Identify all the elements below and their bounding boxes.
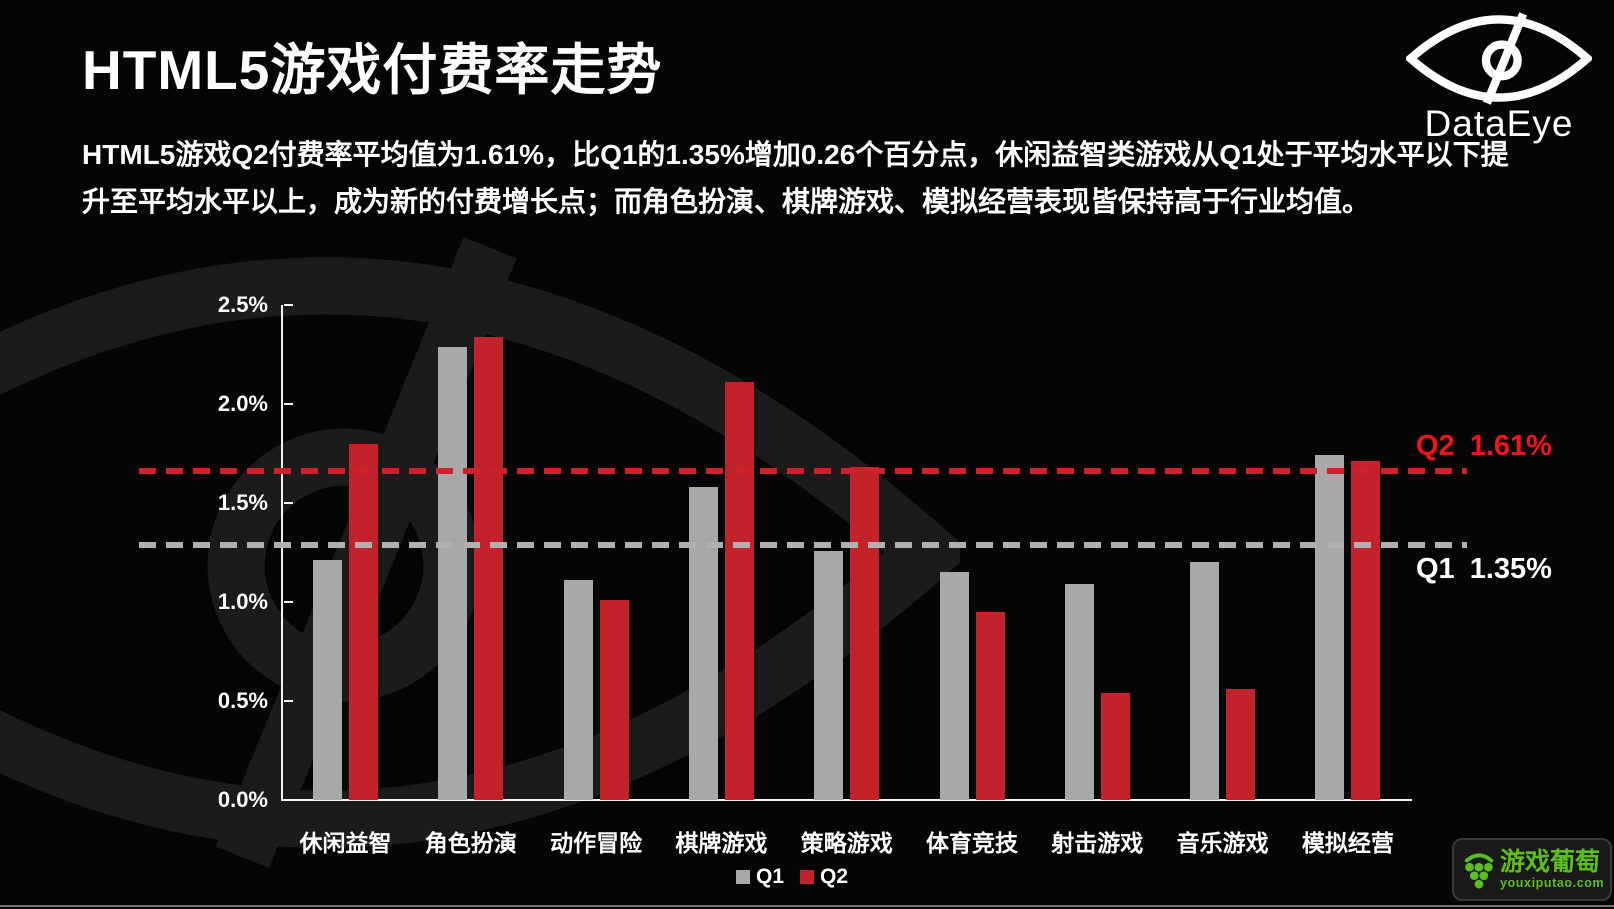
refline-q2: [139, 468, 1467, 475]
refline-q2-series: Q2: [1416, 430, 1455, 463]
x-label-休闲益智: 休闲益智: [299, 830, 392, 856]
legend-label-q1: Q1: [756, 865, 785, 888]
dataeye-logo: DataEye: [1406, 12, 1592, 145]
bar-q1-角色扮演: [438, 346, 468, 800]
refline-q1-series: Q1: [1416, 552, 1455, 585]
bar-q2-动作冒险: [599, 600, 629, 800]
y-tick-label-0.0%: 0.0%: [217, 787, 268, 812]
x-label-棋牌游戏: 棋牌游戏: [675, 830, 768, 856]
y-tick-mark-1.5%: [284, 502, 293, 504]
x-label-模拟经营: 模拟经营: [1301, 830, 1394, 856]
bar-q2-模拟经营: [1351, 461, 1381, 800]
x-label-角色扮演: 角色扮演: [424, 830, 517, 856]
y-tick-label-2.0%: 2.0%: [217, 391, 268, 416]
bar-q1-动作冒险: [563, 580, 593, 800]
grape-icon: [1464, 852, 1494, 889]
dataeye-eye-icon: [1406, 12, 1592, 105]
y-tick-mark-2.5%: [284, 304, 293, 306]
bar-q1-体育竞技: [939, 572, 969, 800]
bar-q1-模拟经营: [1315, 455, 1345, 800]
x-axis-line: [281, 799, 1412, 801]
x-label-射击游戏: 射击游戏: [1051, 830, 1144, 856]
summary-text: HTML5游戏Q2付费率平均值为1.61%，比Q1的1.35%增加0.26个百分…: [82, 131, 1509, 225]
y-tick-mark-0.5%: [284, 700, 293, 702]
y-tick-mark-1.0%: [284, 601, 293, 603]
bar-q1-休闲益智: [313, 560, 342, 800]
bottom-divider: [0, 905, 1614, 907]
y-tick-label-2.5%: 2.5%: [217, 292, 268, 317]
bar-q1-棋牌游戏: [688, 487, 718, 800]
bar-q2-策略游戏: [850, 467, 880, 800]
refline-label-q1: Q1 1.35%: [1416, 554, 1552, 584]
bar-q2-音乐游戏: [1226, 689, 1256, 800]
bar-q1-射击游戏: [1064, 584, 1094, 800]
chart-legend: Q1 Q2: [736, 865, 849, 888]
dataeye-wordmark: DataEye: [1424, 103, 1574, 144]
legend-label-q2: Q2: [820, 865, 849, 888]
youxiputao-text: 游戏葡萄 youxiputao.com: [1500, 848, 1605, 891]
bar-q2-射击游戏: [1100, 693, 1130, 800]
y-tick-label-0.5%: 0.5%: [217, 688, 268, 713]
x-label-体育竞技: 体育竞技: [926, 830, 1018, 856]
x-label-动作冒险: 动作冒险: [550, 830, 643, 856]
y-tick-label-1.0%: 1.0%: [217, 589, 268, 614]
bar-q2-休闲益智: [349, 443, 378, 800]
y-tick-label-1.5%: 1.5%: [217, 490, 268, 515]
youxiputao-domain: youxiputao.com: [1500, 876, 1605, 890]
bar-q2-棋牌游戏: [724, 382, 754, 800]
youxiputao-logo: 游戏葡萄 youxiputao.com: [1452, 838, 1612, 901]
refline-label-q2: Q2 1.61%: [1416, 431, 1552, 461]
bar-q1-音乐游戏: [1190, 562, 1220, 800]
summary-line-1: HTML5游戏Q2付费率平均值为1.61%，比Q1的1.35%增加0.26个百分…: [82, 139, 1509, 170]
bar-q2-角色扮演: [474, 336, 504, 800]
youxiputao-name: 游戏葡萄: [1500, 848, 1601, 876]
x-label-音乐游戏: 音乐游戏: [1176, 830, 1269, 856]
x-label-策略游戏: 策略游戏: [800, 830, 893, 856]
legend-swatch-q2: [800, 870, 815, 884]
y-tick-mark-2.0%: [284, 403, 293, 405]
legend-swatch-q1: [736, 870, 750, 884]
summary-line-2: 升至平均水平以上，成为新的付费增长点；而角色扮演、棋牌游戏、模拟经营表现皆保持高…: [82, 186, 1371, 217]
refline-q1-value: 1.35%: [1469, 552, 1552, 585]
refline-q2-value: 1.61%: [1469, 430, 1552, 463]
refline-q1: [139, 541, 1467, 548]
bar-q1-策略游戏: [814, 550, 844, 800]
bar-q2-体育竞技: [975, 611, 1005, 800]
y-axis-line: [281, 305, 283, 801]
page-title: HTML5游戏付费率走势: [82, 39, 663, 101]
